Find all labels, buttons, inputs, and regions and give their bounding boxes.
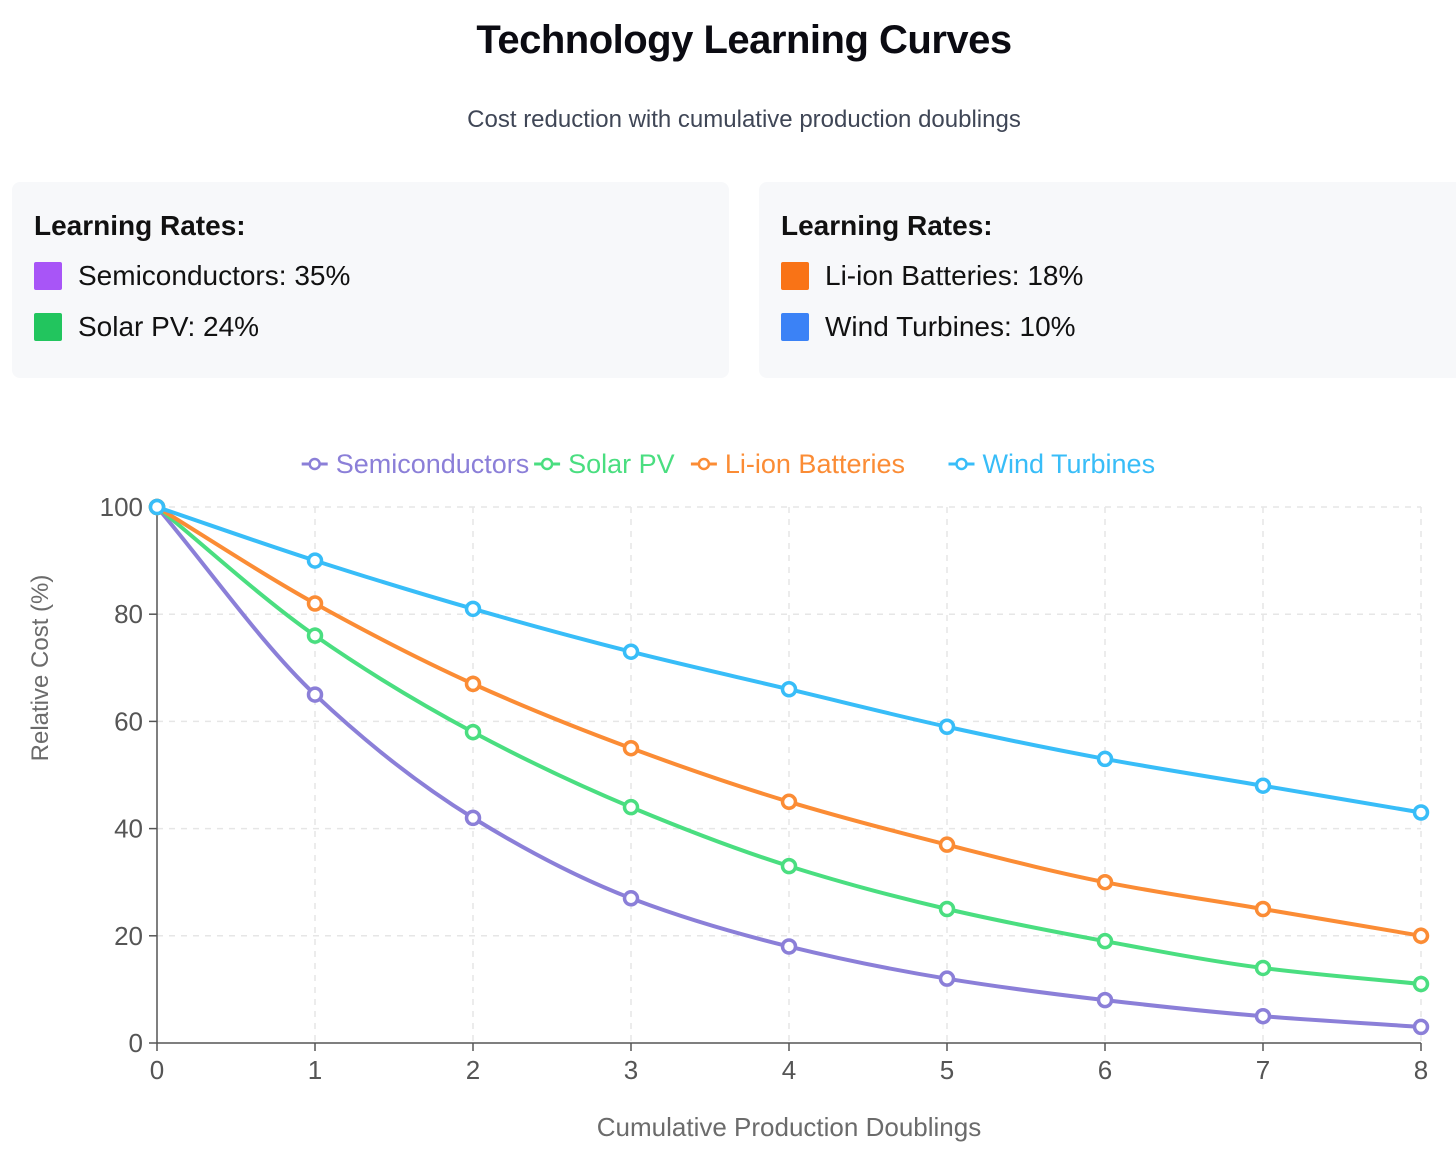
legend-marker-icon xyxy=(540,457,554,471)
learning-rates-title: Learning Rates: xyxy=(781,210,993,241)
series-line-solar-pv xyxy=(155,505,1423,987)
legend: Semiconductors Solar PV Li-ion Batteries Wi… xyxy=(301,449,1156,479)
x-tick-label: 5 xyxy=(940,1055,954,1085)
legend-label: Solar PV xyxy=(568,449,675,479)
series-lines xyxy=(148,498,1430,1036)
data-point-solar-pv[interactable] xyxy=(464,723,482,741)
x-tick-label: 4 xyxy=(782,1055,796,1085)
x-tick-label: 2 xyxy=(466,1055,480,1085)
data-point-wind-turbines[interactable] xyxy=(938,718,956,736)
legend-label: Wind Turbines xyxy=(983,449,1156,479)
legend-marker-icon xyxy=(308,457,321,471)
legend-item-wind-turbines[interactable]: Wind Turbines xyxy=(948,449,1156,479)
axes: 0 20 40 60 80 100 0 1 2 3 4 5 6 7 8 xyxy=(100,492,1429,1085)
grid-lines xyxy=(157,506,1422,1043)
line-chart-svg: 0 20 40 60 80 100 0 1 2 3 4 5 6 7 8 Semiconductors Sola… xyxy=(27,449,1430,1142)
x-tick-label: 8 xyxy=(1414,1055,1428,1085)
rate-item-semiconductors: Semiconductors: 35% xyxy=(34,260,350,292)
x-axis-label: Cumulative Production Doublings xyxy=(597,1112,981,1142)
legend-item-li-ion-batteries[interactable]: Li-ion Batteries xyxy=(690,449,905,479)
y-tick-label: 80 xyxy=(114,599,143,629)
data-point-solar-pv[interactable] xyxy=(1096,932,1114,950)
data-point-wind-turbines[interactable] xyxy=(780,680,798,698)
legend-label: Semiconductors xyxy=(336,449,530,479)
data-point-solar-pv[interactable] xyxy=(1412,975,1430,993)
chart-title: Technology Learning Curves xyxy=(476,18,1012,62)
data-point-semiconductors[interactable] xyxy=(1254,1007,1272,1025)
x-tick-label: 7 xyxy=(1256,1055,1270,1085)
data-point-li-ion-batteries[interactable] xyxy=(1096,873,1114,891)
legend-label: Li-ion Batteries xyxy=(725,449,905,479)
data-point-wind-turbines[interactable] xyxy=(1096,750,1114,768)
legend-marker-icon xyxy=(697,457,711,471)
series-line-semiconductors xyxy=(155,505,1423,1029)
data-point-li-ion-batteries[interactable] xyxy=(306,595,324,612)
data-point-semiconductors[interactable] xyxy=(938,970,956,987)
rate-item-solar-pv: Solar PV: 24% xyxy=(34,311,259,343)
data-point-wind-turbines[interactable] xyxy=(306,552,324,569)
legend-item-semiconductors[interactable]: Semiconductors xyxy=(301,449,530,479)
x-tick-label: 3 xyxy=(624,1055,638,1085)
y-tick-label: 20 xyxy=(114,921,143,951)
learning-rates-title: Learning Rates: xyxy=(34,210,246,241)
data-point-wind-turbines[interactable] xyxy=(622,643,640,660)
rate-label: Semiconductors: 35% xyxy=(78,260,351,291)
data-point-li-ion-batteries[interactable] xyxy=(1412,927,1430,945)
series-semiconductors xyxy=(148,498,1430,1036)
legend-item-solar-pv[interactable]: Solar PV xyxy=(534,449,675,479)
y-tick-label: 60 xyxy=(114,706,143,736)
series-line-wind-turbines xyxy=(155,505,1423,815)
legend-marker-icon xyxy=(955,457,968,471)
chart-subtitle: Cost reduction with cumulative productio… xyxy=(467,106,1021,133)
data-point-wind-turbines[interactable] xyxy=(1412,804,1430,821)
rate-label: Wind Turbines: 10% xyxy=(825,311,1076,342)
li-ion-batteries-swatch xyxy=(781,262,809,290)
rate-item-li-ion-batteries: Li-ion Batteries: 18% xyxy=(781,260,1083,292)
data-point-solar-pv[interactable] xyxy=(1254,959,1272,977)
line-chart: 0 20 40 60 80 100 0 1 2 3 4 5 6 7 8 Semiconductors Sola… xyxy=(0,430,1456,1160)
y-tick-label: 100 xyxy=(100,492,143,522)
x-tick-label: 0 xyxy=(150,1055,164,1085)
data-point-li-ion-batteries[interactable] xyxy=(780,793,798,811)
rate-label: Li-ion Batteries: 18% xyxy=(825,260,1084,291)
data-point-semiconductors[interactable] xyxy=(1412,1018,1430,1036)
data-point-solar-pv[interactable] xyxy=(938,900,956,918)
x-tick-label: 1 xyxy=(308,1055,322,1085)
data-point-li-ion-batteries[interactable] xyxy=(1254,900,1272,918)
learning-rates-panel-left: Learning Rates: Semiconductors: 35% Sola… xyxy=(12,182,729,378)
data-point-li-ion-batteries[interactable] xyxy=(938,836,956,853)
data-point-wind-turbines[interactable] xyxy=(148,498,166,516)
data-point-wind-turbines[interactable] xyxy=(464,600,482,618)
data-point-semiconductors[interactable] xyxy=(780,938,798,955)
data-point-solar-pv[interactable] xyxy=(780,857,798,875)
data-point-semiconductors[interactable] xyxy=(306,686,324,703)
rate-item-wind-turbines: Wind Turbines: 10% xyxy=(781,311,1076,343)
wind-turbines-swatch xyxy=(781,313,809,341)
y-axis-label: Relative Cost (%) xyxy=(27,575,54,762)
data-point-wind-turbines[interactable] xyxy=(1254,777,1272,794)
data-point-semiconductors[interactable] xyxy=(622,890,640,907)
semiconductors-swatch xyxy=(34,262,62,290)
solar-pv-swatch xyxy=(34,313,62,341)
series-wind-turbines xyxy=(148,498,1430,821)
y-tick-label: 40 xyxy=(114,814,143,844)
data-point-li-ion-batteries[interactable] xyxy=(622,739,640,757)
data-point-semiconductors[interactable] xyxy=(1096,991,1114,1009)
learning-rates-panel-right: Learning Rates: Li-ion Batteries: 18% Wi… xyxy=(759,182,1456,378)
data-point-solar-pv[interactable] xyxy=(622,798,640,816)
y-tick-label: 0 xyxy=(129,1028,143,1058)
data-point-semiconductors[interactable] xyxy=(464,809,482,827)
rate-label: Solar PV: 24% xyxy=(78,311,260,342)
series-solar-pv xyxy=(148,498,1430,993)
x-tick-label: 6 xyxy=(1098,1055,1112,1085)
data-point-solar-pv[interactable] xyxy=(306,627,324,644)
data-point-li-ion-batteries[interactable] xyxy=(464,675,482,693)
